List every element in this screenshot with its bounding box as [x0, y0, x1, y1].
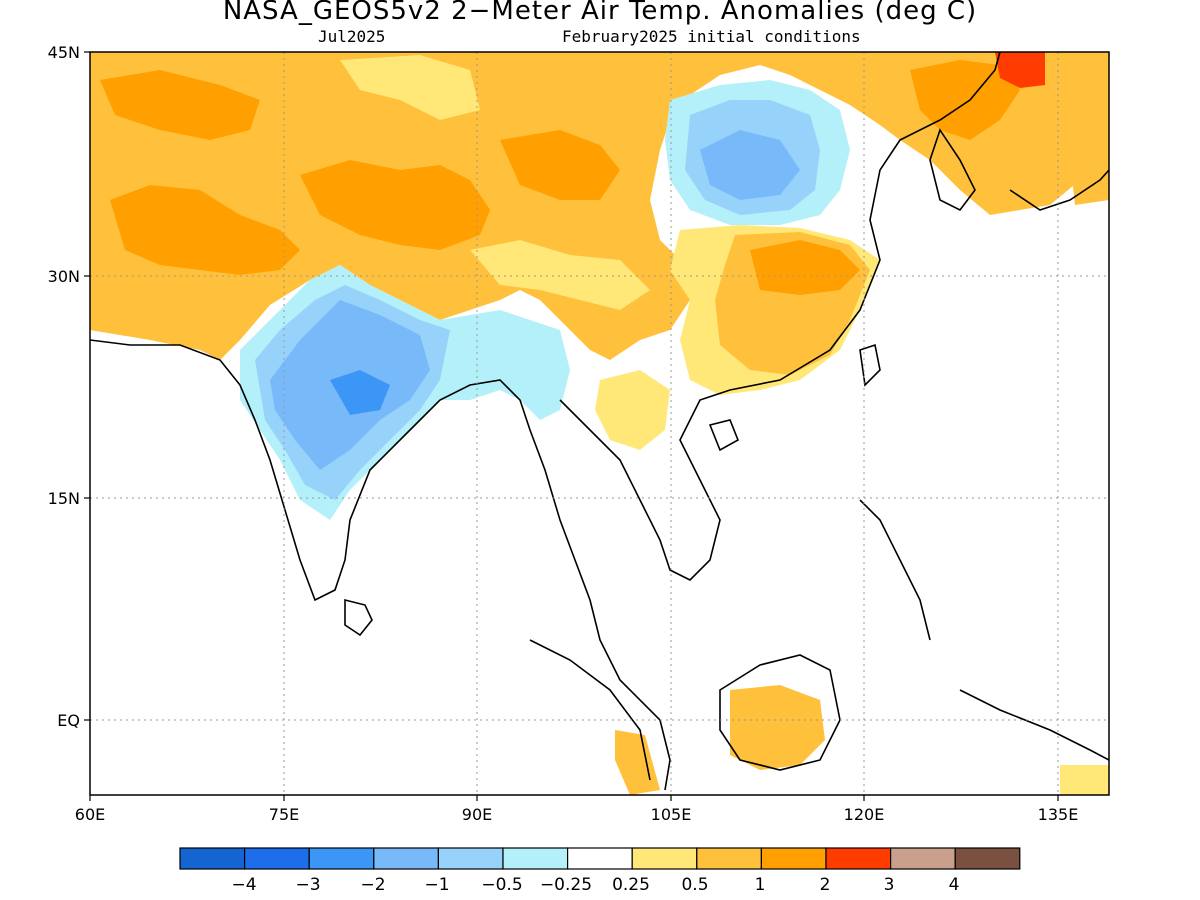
lat-label-45n: 45N	[48, 43, 80, 62]
colorbar-label: −0.25	[540, 875, 592, 895]
lon-label-135e: 135E	[1038, 805, 1079, 824]
warm-anomaly-darker-3	[500, 130, 620, 200]
colorbar-swatch	[244, 847, 310, 870]
colorbar-label: 1	[755, 875, 766, 895]
colorbar-labels: −4 −3 −2 −1 −0.5 −0.25 0.25 0.5 1 2 3 4	[231, 875, 959, 895]
colorbar-swatch	[437, 847, 504, 870]
warm-anomaly-korea	[910, 60, 1020, 140]
lon-label-90e: 90E	[462, 805, 492, 824]
forecast-month: Jul2025	[318, 27, 386, 46]
initial-conditions: February2025 initial conditions	[562, 27, 861, 46]
coastlines	[90, 52, 1109, 791]
warm-anomaly-darker-4	[100, 70, 260, 140]
warm-anomaly-japan	[1070, 150, 1109, 205]
light-warm-tibet	[470, 240, 650, 310]
colorbar	[179, 847, 1021, 870]
warm-anomaly-darker-2	[300, 160, 490, 250]
colorbar-label: −2	[360, 875, 385, 895]
graticule	[90, 52, 1109, 795]
warm-anomaly-sumatra	[615, 730, 660, 795]
lon-label-60e: 60E	[75, 805, 105, 824]
lat-label-30n: 30N	[48, 267, 80, 286]
map-title: NASA_GEOS5v2 2−Meter Air Temp. Anomalies…	[222, 0, 978, 26]
cool-anomaly-north-china-deep	[700, 130, 800, 200]
colorbar-label: −1	[424, 875, 449, 895]
lon-label-105e: 105E	[651, 805, 692, 824]
colorbar-swatch	[631, 847, 698, 870]
warm-anomaly-indochina	[595, 370, 670, 450]
colorbar-swatch	[308, 847, 375, 870]
lat-label-eq: EQ	[57, 711, 80, 730]
colorbar-swatch	[760, 847, 827, 870]
warm-anomaly-red	[995, 52, 1045, 88]
warm-anomaly-borneo	[730, 685, 825, 770]
map-frame	[89, 51, 1110, 796]
colorbar-swatch	[825, 847, 892, 870]
colorbar-label: 2	[820, 875, 831, 895]
colorbar-label: −4	[231, 875, 256, 895]
colorbar-label: 3	[884, 875, 895, 895]
colorbar-swatch	[373, 847, 439, 870]
colorbar-swatch	[889, 847, 956, 870]
light-warm-band	[340, 55, 480, 120]
anomaly-field	[90, 52, 1109, 795]
colorbar-label: −0.5	[481, 875, 522, 895]
lat-label-15n: 15N	[48, 489, 80, 508]
colorbar-swatch	[566, 847, 633, 870]
colorbar-label: −3	[295, 875, 320, 895]
warm-anomaly-china-hot	[750, 240, 860, 295]
lon-label-120e: 120E	[844, 805, 885, 824]
colorbar-swatch	[696, 847, 762, 870]
colorbar-label: 0.5	[681, 875, 708, 895]
warm-anomaly-newguinea	[1060, 765, 1109, 795]
axis-ticks	[84, 51, 1059, 801]
warm-anomaly-darker-1	[110, 185, 300, 275]
warm-anomaly-north	[90, 52, 1109, 360]
colorbar-swatch	[954, 847, 1021, 870]
colorbar-swatch	[502, 847, 569, 870]
lon-label-75e: 75E	[269, 805, 299, 824]
colorbar-label: 4	[949, 875, 960, 895]
colorbar-label: 0.25	[612, 875, 650, 895]
cool-anomaly-india-deep	[330, 370, 390, 415]
colorbar-swatch	[179, 847, 246, 870]
